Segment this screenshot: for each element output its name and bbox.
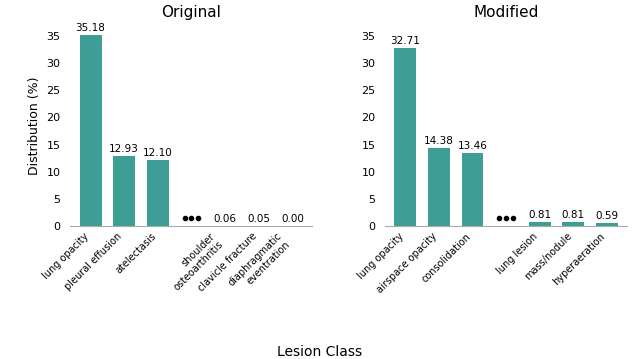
Text: 0.81: 0.81 [528,210,551,220]
Bar [596,223,618,226]
Bar [147,160,169,226]
Text: 12.93: 12.93 [109,144,139,154]
Text: 13.46: 13.46 [458,141,488,151]
Text: 32.71: 32.71 [390,36,420,46]
Bar [394,48,416,226]
Text: 12.10: 12.10 [143,148,173,158]
Bar [428,148,450,226]
Text: 14.38: 14.38 [424,136,454,146]
Text: 0.00: 0.00 [281,214,304,224]
Text: Lesion Class: Lesion Class [277,345,363,359]
Bar [79,35,102,226]
Text: 35.18: 35.18 [76,23,106,33]
Bar [113,156,135,226]
Text: 0.06: 0.06 [214,214,237,224]
Title: Original: Original [161,5,221,20]
Text: 0.81: 0.81 [562,210,585,220]
Text: 0.05: 0.05 [247,214,270,224]
Bar [529,222,550,226]
Text: 0.59: 0.59 [595,211,619,221]
Bar [563,222,584,226]
Y-axis label: Distribution (%): Distribution (%) [28,76,41,175]
Bar [461,153,483,226]
Title: Modified: Modified [474,5,539,20]
